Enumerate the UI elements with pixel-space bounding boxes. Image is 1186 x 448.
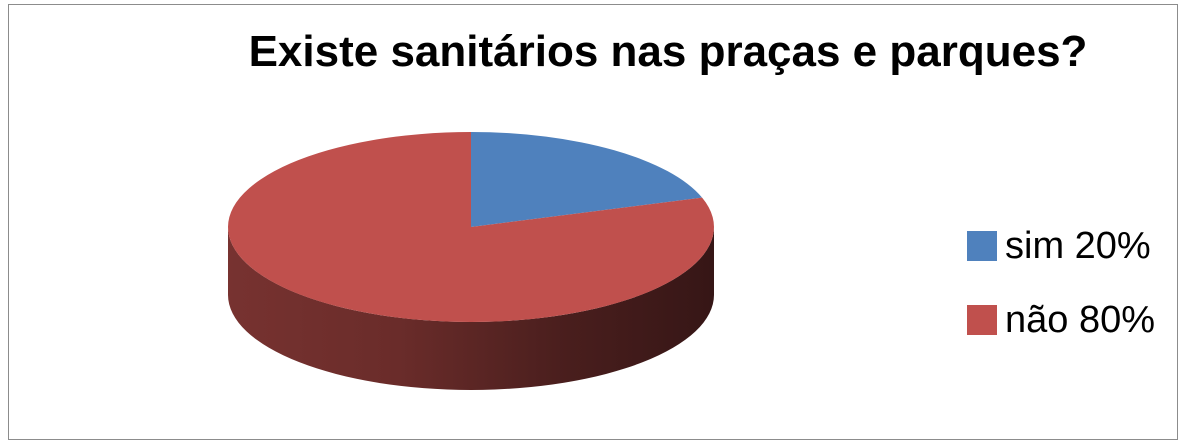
pie-slice-nao (228, 132, 714, 322)
legend-swatch-nao (967, 305, 997, 335)
legend-label-nao: não 80% (1005, 298, 1156, 341)
legend-item-nao: não 80% (967, 298, 1156, 341)
pie-chart (228, 132, 714, 390)
chart-frame: Existe sanitários nas praças e parques? … (8, 4, 1178, 440)
legend-label-sim: sim 20% (1005, 224, 1151, 267)
chart-legend: sim 20% não 80% (967, 224, 1156, 375)
legend-item-sim: sim 20% (967, 224, 1155, 267)
legend-swatch-sim (967, 231, 997, 261)
pie-slice-sim (471, 132, 703, 227)
chart-title: Existe sanitários nas praças e parques? (248, 27, 1088, 76)
pie-side-wall (228, 227, 714, 390)
